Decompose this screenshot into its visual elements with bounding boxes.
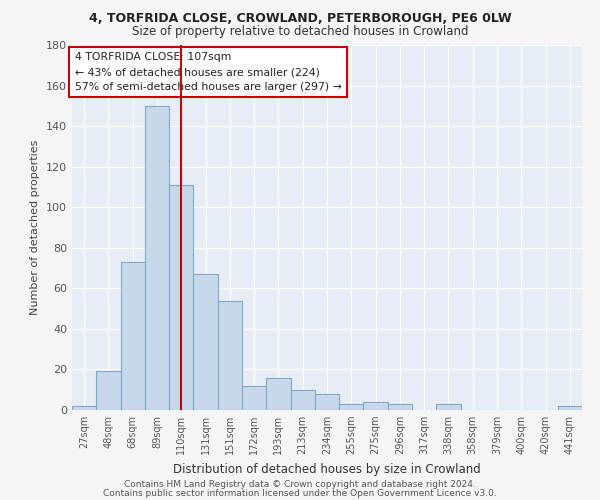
Bar	[121, 262, 145, 410]
Bar	[315, 394, 339, 410]
Bar	[193, 274, 218, 410]
Bar	[72, 406, 96, 410]
Bar	[388, 404, 412, 410]
Text: Contains public sector information licensed under the Open Government Licence v3: Contains public sector information licen…	[103, 489, 497, 498]
Bar	[364, 402, 388, 410]
Bar	[145, 106, 169, 410]
Bar	[218, 300, 242, 410]
Bar	[169, 185, 193, 410]
Bar	[266, 378, 290, 410]
Bar	[339, 404, 364, 410]
Text: Size of property relative to detached houses in Crowland: Size of property relative to detached ho…	[132, 25, 468, 38]
Text: 4 TORFRIDA CLOSE: 107sqm
← 43% of detached houses are smaller (224)
57% of semi-: 4 TORFRIDA CLOSE: 107sqm ← 43% of detach…	[74, 52, 341, 92]
Text: Contains HM Land Registry data © Crown copyright and database right 2024.: Contains HM Land Registry data © Crown c…	[124, 480, 476, 489]
Y-axis label: Number of detached properties: Number of detached properties	[31, 140, 40, 315]
Bar	[558, 406, 582, 410]
Bar	[96, 372, 121, 410]
Text: 4, TORFRIDA CLOSE, CROWLAND, PETERBOROUGH, PE6 0LW: 4, TORFRIDA CLOSE, CROWLAND, PETERBOROUG…	[89, 12, 511, 26]
Bar	[242, 386, 266, 410]
Bar	[436, 404, 461, 410]
X-axis label: Distribution of detached houses by size in Crowland: Distribution of detached houses by size …	[173, 462, 481, 475]
Bar	[290, 390, 315, 410]
